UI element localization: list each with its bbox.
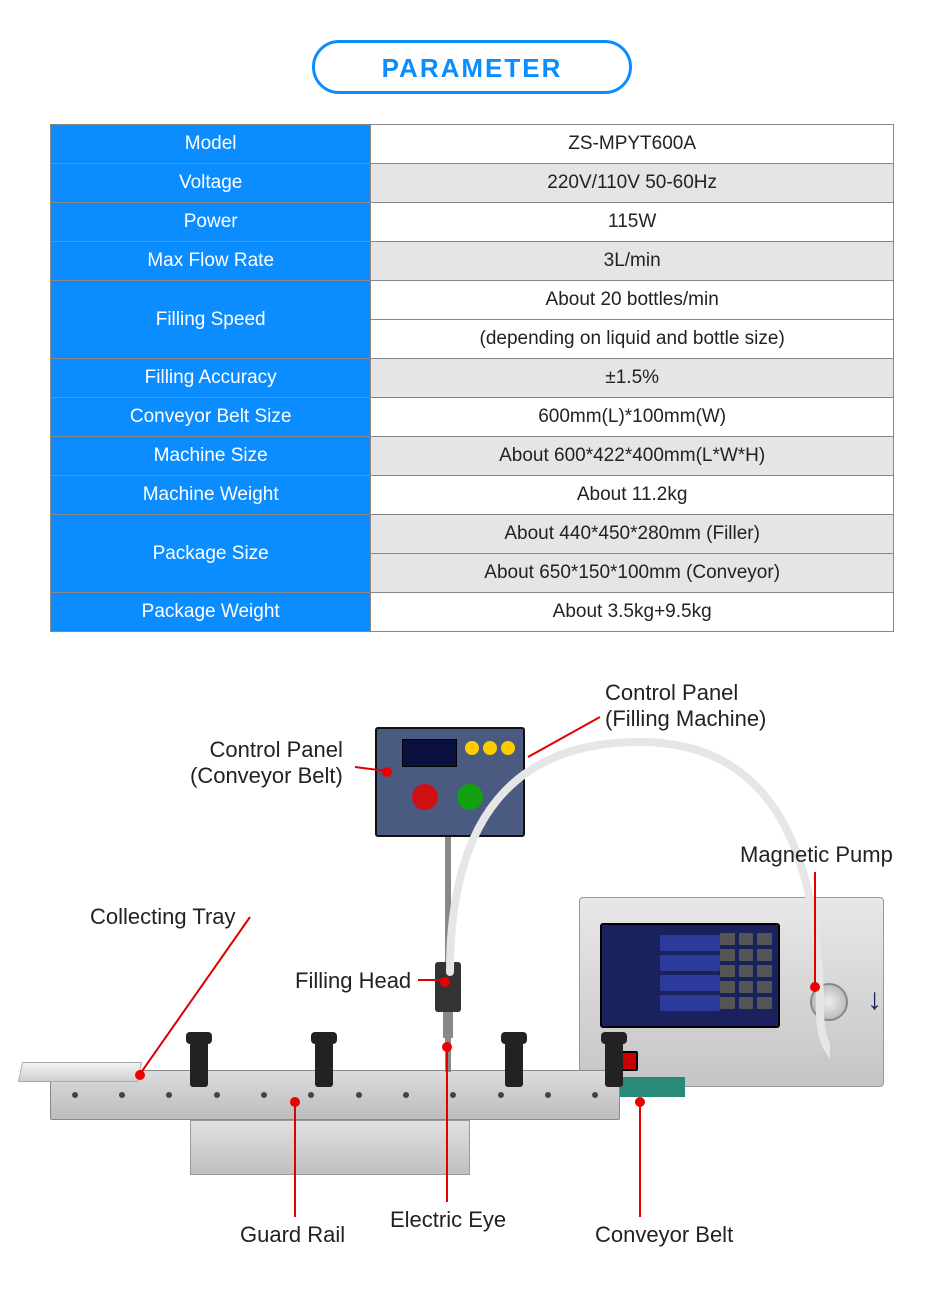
label-magnetic-pump: Magnetic Pump (740, 842, 893, 868)
label-text: (Filling Machine) (605, 706, 766, 731)
param-label: Package Weight (51, 593, 371, 632)
lead-dot (442, 1042, 452, 1052)
param-label: Filling Speed (51, 281, 371, 359)
param-value: About 600*422*400mm(L*W*H) (371, 437, 894, 476)
arrow-down-icon: ↓ (867, 983, 887, 1023)
label-collecting-tray: Collecting Tray (90, 904, 236, 930)
param-value: About 20 bottles/min (371, 281, 894, 320)
lead-dot (382, 767, 392, 777)
param-value: 3L/min (371, 242, 894, 281)
label-conveyor-belt: Conveyor Belt (595, 1222, 733, 1248)
parameter-tbody: ModelZS-MPYT600AVoltage220V/110V 50-60Hz… (51, 125, 894, 632)
collecting-tray-shape (18, 1062, 142, 1082)
param-label: Conveyor Belt Size (51, 398, 371, 437)
param-label: Machine Size (51, 437, 371, 476)
filling-machine-panel (600, 923, 780, 1028)
param-label: Model (51, 125, 371, 164)
param-value: (depending on liquid and bottle size) (371, 320, 894, 359)
lead-dot (290, 1097, 300, 1107)
param-label: Max Flow Rate (51, 242, 371, 281)
label-control-panel-filling: Control Panel (Filling Machine) (605, 680, 766, 732)
parameter-table: ModelZS-MPYT600AVoltage220V/110V 50-60Hz… (50, 124, 894, 632)
param-value: ZS-MPYT600A (371, 125, 894, 164)
lead-dot (635, 1097, 645, 1107)
label-text: Control Panel (605, 680, 738, 705)
lead-dot (440, 977, 450, 987)
param-value: About 440*450*280mm (Filler) (371, 515, 894, 554)
filling-head-shape (435, 962, 461, 1012)
param-value: About 3.5kg+9.5kg (371, 593, 894, 632)
param-label: Power (51, 203, 371, 242)
filling-machine-body: ↓ (579, 897, 884, 1087)
guard-post (605, 1042, 623, 1087)
label-text: Control Panel (210, 737, 343, 762)
param-value: About 11.2kg (371, 476, 894, 515)
guard-post (505, 1042, 523, 1087)
lead-dot (810, 982, 820, 992)
param-label: Voltage (51, 164, 371, 203)
param-label: Package Size (51, 515, 371, 593)
filling-tip (443, 1012, 453, 1038)
product-diagram: ↓ (50, 672, 894, 1252)
param-value: About 650*150*100mm (Conveyor) (371, 554, 894, 593)
lead-dot (135, 1070, 145, 1080)
conveyor-stand (190, 1120, 470, 1175)
param-value: ±1.5% (371, 359, 894, 398)
param-label: Filling Accuracy (51, 359, 371, 398)
label-filling-head: Filling Head (295, 968, 411, 994)
guard-post (315, 1042, 333, 1087)
label-guard-rail: Guard Rail (240, 1222, 345, 1248)
conveyor-control-panel (375, 727, 525, 837)
param-value: 220V/110V 50-60Hz (371, 164, 894, 203)
param-value: 600mm(L)*100mm(W) (371, 398, 894, 437)
guard-post (190, 1042, 208, 1087)
label-control-panel-conveyor: Control Panel (Conveyor Belt) (190, 737, 343, 789)
title-pill: PARAMETER (312, 40, 632, 94)
label-electric-eye: Electric Eye (390, 1207, 506, 1233)
param-label: Machine Weight (51, 476, 371, 515)
param-value: 115W (371, 203, 894, 242)
label-text: (Conveyor Belt) (190, 763, 343, 788)
